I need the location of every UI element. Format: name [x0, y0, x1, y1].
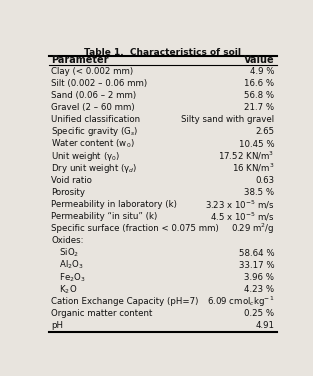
Text: Gravel (2 – 60 mm): Gravel (2 – 60 mm) — [51, 103, 135, 112]
Text: Void ratio: Void ratio — [51, 176, 92, 185]
Text: 16 KN/m$^3$: 16 KN/m$^3$ — [232, 162, 275, 174]
Text: 33.17 %: 33.17 % — [239, 261, 275, 270]
Text: Al$_2$O$_3$: Al$_2$O$_3$ — [51, 259, 84, 271]
Text: Fe$_2$O$_3$: Fe$_2$O$_3$ — [51, 271, 86, 284]
Text: 6.09 cmol$_c$kg$^{-1}$: 6.09 cmol$_c$kg$^{-1}$ — [207, 294, 275, 309]
Text: 4.5 x 10$^{-5}$ m/s: 4.5 x 10$^{-5}$ m/s — [210, 211, 275, 223]
Text: Organic matter content: Organic matter content — [51, 309, 153, 318]
Text: 21.7 %: 21.7 % — [244, 103, 275, 112]
Text: Table 1.  Characteristics of soil: Table 1. Characteristics of soil — [84, 48, 241, 57]
Text: 56.8 %: 56.8 % — [244, 91, 275, 100]
Text: 3.96 %: 3.96 % — [244, 273, 275, 282]
Text: Unit weight (γ$_0$): Unit weight (γ$_0$) — [51, 150, 121, 163]
Text: Specific gravity (G$_s$): Specific gravity (G$_s$) — [51, 126, 139, 138]
Text: Silt (0.002 – 0.06 mm): Silt (0.002 – 0.06 mm) — [51, 79, 147, 88]
Text: Clay (< 0.002 mm): Clay (< 0.002 mm) — [51, 67, 133, 76]
Text: Porosity: Porosity — [51, 188, 85, 197]
Text: Sand (0.06 – 2 mm): Sand (0.06 – 2 mm) — [51, 91, 136, 100]
Text: 0.29 m$^2$/g: 0.29 m$^2$/g — [231, 221, 275, 236]
Text: Specific surface (fraction < 0.075 mm): Specific surface (fraction < 0.075 mm) — [51, 224, 219, 233]
Text: 10.45 %: 10.45 % — [239, 139, 275, 149]
Text: 4.9 %: 4.9 % — [250, 67, 275, 76]
Text: Unified classification: Unified classification — [51, 115, 140, 124]
Text: 16.6 %: 16.6 % — [244, 79, 275, 88]
Text: 0.63: 0.63 — [255, 176, 275, 185]
Text: 38.5 %: 38.5 % — [244, 188, 275, 197]
Text: 0.25 %: 0.25 % — [244, 309, 275, 318]
Text: Permeability in laboratory (k): Permeability in laboratory (k) — [51, 200, 177, 209]
Text: Parameter: Parameter — [51, 56, 109, 65]
Text: 3.23 x 10$^{-5}$ m/s: 3.23 x 10$^{-5}$ m/s — [205, 199, 275, 211]
Text: 4.91: 4.91 — [255, 321, 275, 330]
Text: Water content (w$_0$): Water content (w$_0$) — [51, 138, 135, 150]
Text: K$_2$O: K$_2$O — [51, 283, 78, 296]
Text: pH: pH — [51, 321, 63, 330]
Text: Cation Exchange Capacity (pH=7): Cation Exchange Capacity (pH=7) — [51, 297, 199, 306]
Text: 4.23 %: 4.23 % — [244, 285, 275, 294]
Text: Oxides:: Oxides: — [51, 237, 84, 246]
Text: 58.64 %: 58.64 % — [239, 249, 275, 258]
Text: SiO$_2$: SiO$_2$ — [51, 247, 80, 259]
Text: Permeability “in situ” (k): Permeability “in situ” (k) — [51, 212, 157, 221]
Text: Dry unit weight (γ$_d$): Dry unit weight (γ$_d$) — [51, 162, 138, 175]
Text: Value: Value — [244, 56, 275, 65]
Text: 17.52 KN/m$^3$: 17.52 KN/m$^3$ — [218, 150, 275, 162]
Text: Silty sand with gravel: Silty sand with gravel — [181, 115, 275, 124]
Text: 2.65: 2.65 — [255, 127, 275, 136]
